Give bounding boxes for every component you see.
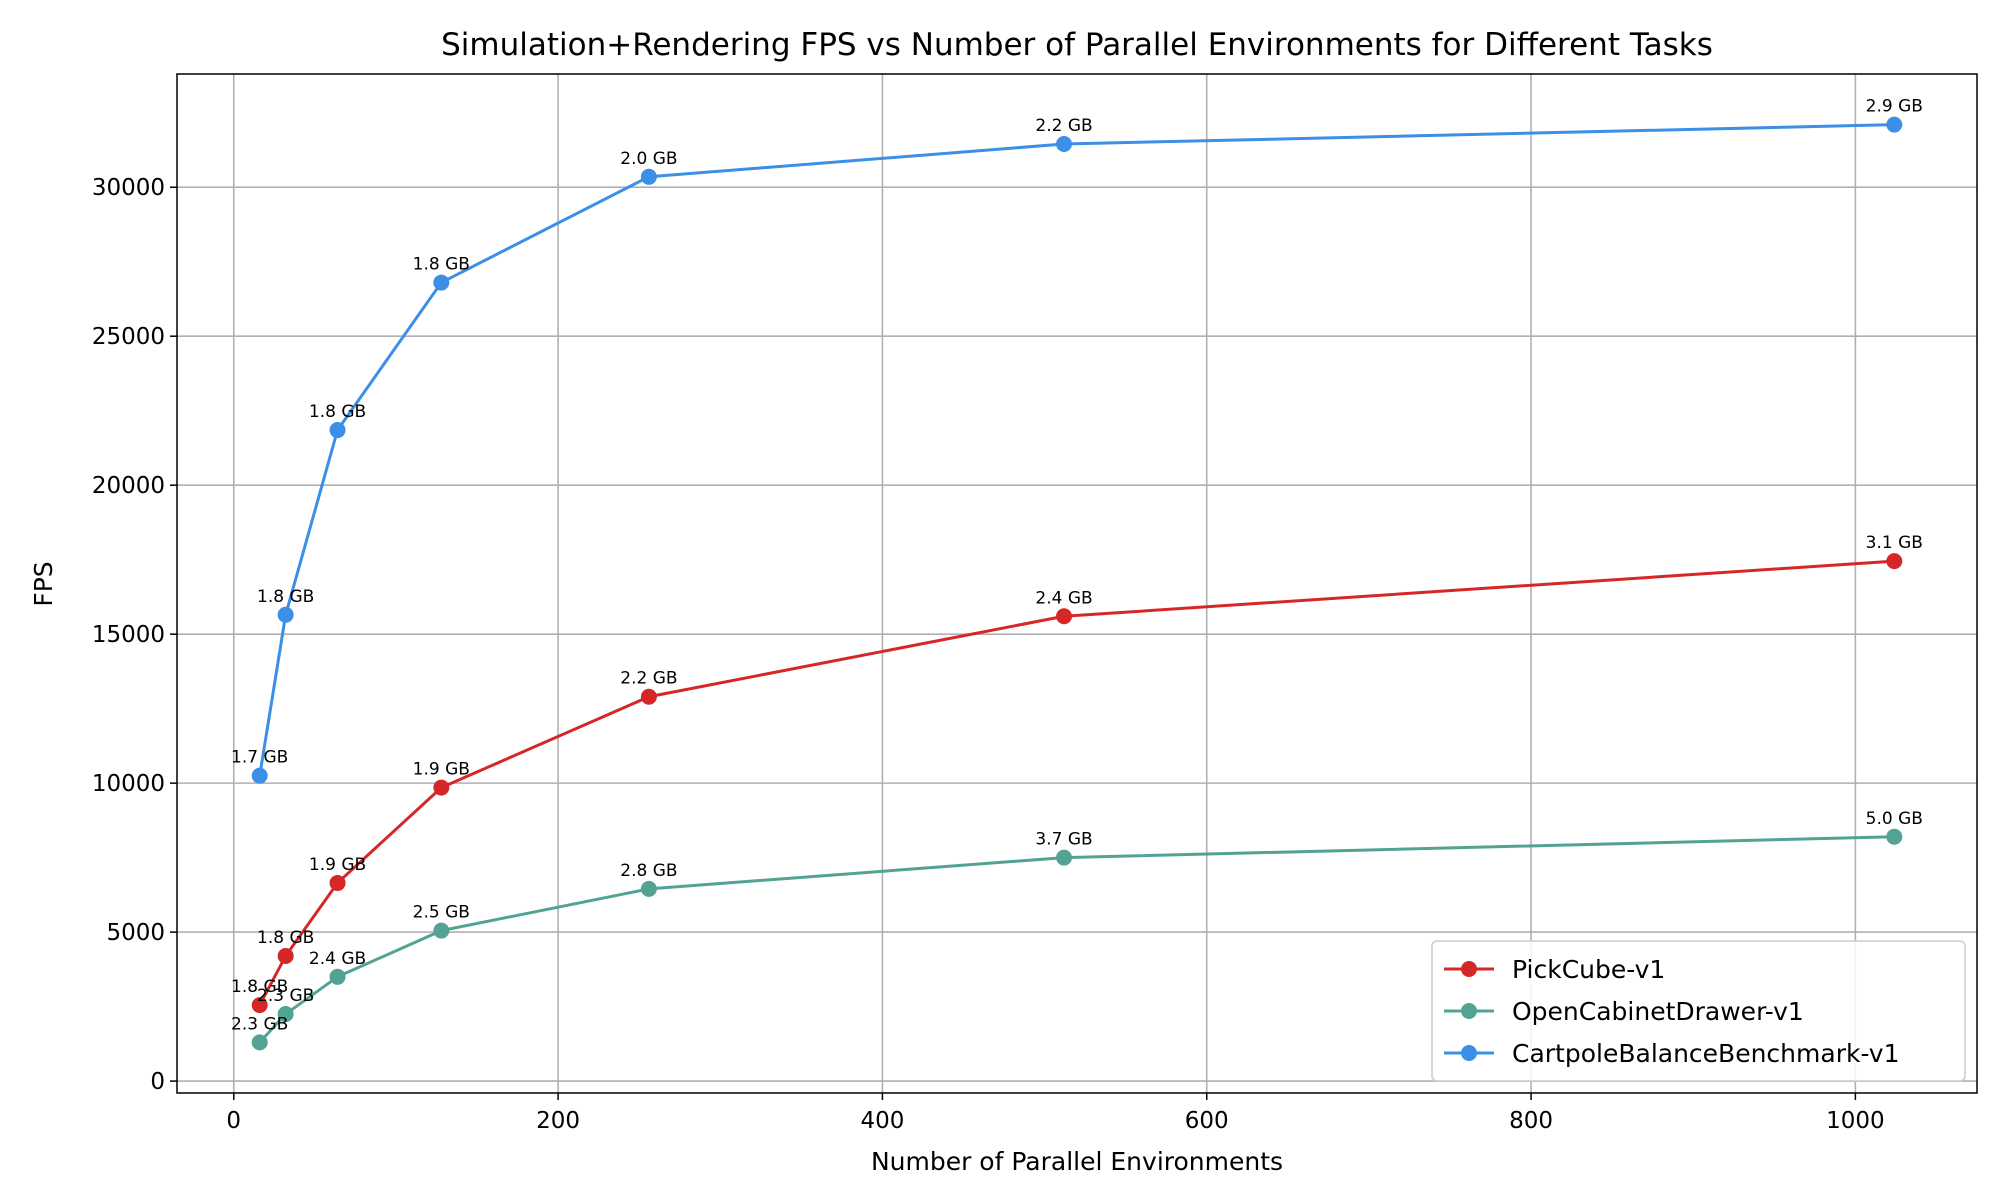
data-point <box>1886 553 1903 570</box>
x-tick-label: 1000 <box>1826 1108 1885 1134</box>
series-PickCube-v1 <box>251 553 1903 1014</box>
data-label: 2.3 GB <box>231 1014 288 1034</box>
y-tick-label: 30000 <box>92 175 165 201</box>
series-OpenCabinetDrawer-v1 <box>251 828 1903 1051</box>
data-point <box>329 422 346 439</box>
data-point <box>1886 116 1903 133</box>
legend-label: OpenCabinetDrawer-v1 <box>1512 997 1804 1026</box>
legend-label: PickCube-v1 <box>1512 955 1665 984</box>
data-point <box>251 997 268 1014</box>
y-tick-label: 5000 <box>106 920 165 946</box>
data-label: 2.4 GB <box>1035 588 1092 608</box>
data-point <box>277 947 294 964</box>
y-tick-label: 20000 <box>92 473 165 499</box>
data-point <box>640 688 657 705</box>
data-point <box>277 606 294 623</box>
data-label: 1.7 GB <box>231 748 288 768</box>
legend-marker <box>1461 1045 1477 1061</box>
legend-item: CartpoleBalanceBenchmark-v1 <box>1444 1039 1900 1068</box>
x-tick-label: 800 <box>1509 1108 1553 1134</box>
y-tick-label: 0 <box>150 1069 165 1095</box>
data-label: 1.9 GB <box>413 760 470 780</box>
chart-title: Simulation+Rendering FPS vs Number of Pa… <box>441 27 1713 63</box>
data-label: 2.0 GB <box>620 149 677 169</box>
data-label: 1.8 GB <box>257 928 314 948</box>
data-point <box>277 1006 294 1023</box>
x-tick-label: 200 <box>536 1108 580 1134</box>
x-tick-label: 400 <box>860 1108 904 1134</box>
data-labels: 1.8 GB 1.8 GB 1.9 GB 1.9 GB 2.2 GB 2.4 GB 3.1 … <box>231 97 1923 1035</box>
legend-marker <box>1461 1003 1477 1019</box>
x-tick-label: 0 <box>226 1108 241 1134</box>
series-CartpoleBalanceBenchmark-v1 <box>251 116 1903 784</box>
x-tick-label: 600 <box>1185 1108 1229 1134</box>
legend: PickCube-v1 OpenCabinetDrawer-v1 CartpoleB… <box>1431 940 1966 1082</box>
data-point <box>433 779 450 796</box>
legend-item: OpenCabinetDrawer-v1 <box>1444 997 1804 1026</box>
data-point <box>433 922 450 939</box>
y-axis-title: FPS <box>29 561 58 606</box>
series-layer <box>251 116 1903 1051</box>
data-point <box>1056 136 1073 153</box>
data-label: 2.3 GB <box>257 986 314 1006</box>
y-tick-label: 10000 <box>92 771 165 797</box>
data-label: 2.4 GB <box>309 949 366 969</box>
data-point <box>640 880 657 897</box>
data-label: 1.8 GB <box>257 587 314 607</box>
legend-label: CartpoleBalanceBenchmark-v1 <box>1512 1039 1900 1068</box>
data-point <box>433 274 450 291</box>
data-label: 2.8 GB <box>620 861 677 881</box>
data-label: 1.8 GB <box>413 255 470 275</box>
data-point <box>640 168 657 185</box>
data-label: 5.0 GB <box>1866 809 1923 829</box>
data-label: 1.9 GB <box>309 855 366 875</box>
data-point <box>329 874 346 891</box>
data-point <box>251 1034 268 1051</box>
data-label: 1.8 GB <box>309 402 366 422</box>
x-axis-title: Number of Parallel Environments <box>871 1147 1283 1176</box>
data-label: 2.9 GB <box>1866 97 1923 117</box>
data-point <box>1056 608 1073 625</box>
data-point <box>1056 849 1073 866</box>
data-label: 1.8 GB <box>231 977 288 997</box>
plot-frame <box>176 73 1978 1094</box>
data-label: 3.1 GB <box>1866 533 1923 553</box>
data-label: 2.2 GB <box>1035 116 1092 136</box>
data-point <box>251 767 268 784</box>
legend-marker <box>1461 961 1477 977</box>
y-tick-label: 25000 <box>92 324 165 350</box>
data-label: 2.2 GB <box>620 669 677 689</box>
y-tick-label: 15000 <box>92 622 165 648</box>
data-point <box>329 968 346 985</box>
data-label: 2.5 GB <box>413 903 470 923</box>
legend-item: PickCube-v1 <box>1444 955 1665 984</box>
data-point <box>1886 828 1903 845</box>
legend-box <box>1431 940 1966 1082</box>
data-label: 3.7 GB <box>1035 830 1092 850</box>
ticks: 0 200 400 600 800 100005000100001500020000250… <box>92 175 1885 1134</box>
